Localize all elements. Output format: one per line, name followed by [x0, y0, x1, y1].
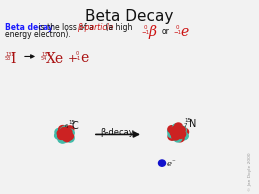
- Text: I: I: [10, 52, 15, 66]
- Circle shape: [170, 133, 178, 140]
- Text: −1: −1: [141, 29, 149, 35]
- Circle shape: [63, 134, 70, 141]
- Text: 0: 0: [144, 25, 147, 30]
- Text: C: C: [72, 121, 79, 131]
- Circle shape: [66, 134, 74, 141]
- Circle shape: [62, 135, 70, 142]
- Text: or: or: [162, 27, 170, 36]
- Text: −1: −1: [173, 29, 181, 35]
- Circle shape: [174, 135, 182, 142]
- Circle shape: [168, 131, 176, 138]
- Circle shape: [175, 125, 183, 133]
- Text: 131: 131: [5, 52, 15, 57]
- Text: +: +: [68, 54, 77, 64]
- Text: Beta Decay: Beta Decay: [85, 9, 174, 24]
- Circle shape: [66, 135, 74, 142]
- Circle shape: [159, 160, 166, 166]
- Circle shape: [66, 132, 74, 139]
- Circle shape: [55, 132, 63, 139]
- Circle shape: [180, 133, 188, 139]
- Circle shape: [62, 126, 69, 133]
- Circle shape: [176, 135, 184, 142]
- Circle shape: [174, 123, 182, 130]
- Text: 7: 7: [184, 123, 188, 128]
- Circle shape: [178, 128, 186, 135]
- Circle shape: [59, 126, 67, 133]
- Text: 0: 0: [76, 51, 79, 56]
- Circle shape: [179, 133, 187, 140]
- Text: 6: 6: [65, 124, 68, 129]
- Text: β-particle: β-particle: [77, 23, 113, 32]
- Circle shape: [59, 136, 67, 143]
- Text: 15: 15: [184, 118, 191, 123]
- Text: 15: 15: [68, 120, 75, 125]
- Text: © Jan Doyle 2000: © Jan Doyle 2000: [248, 152, 252, 191]
- Circle shape: [55, 128, 63, 136]
- Text: Beta decay: Beta decay: [5, 23, 53, 32]
- Circle shape: [170, 129, 178, 136]
- Text: e: e: [80, 51, 88, 65]
- Text: 0: 0: [176, 25, 179, 30]
- Text: ⁻: ⁻: [172, 159, 176, 165]
- Circle shape: [66, 133, 73, 140]
- Circle shape: [178, 131, 186, 138]
- Text: (a high: (a high: [103, 23, 132, 32]
- Circle shape: [55, 132, 63, 139]
- Text: 53: 53: [5, 56, 11, 61]
- Circle shape: [57, 130, 65, 137]
- Circle shape: [178, 126, 186, 133]
- Circle shape: [60, 127, 68, 135]
- Text: Xe: Xe: [46, 52, 64, 66]
- Circle shape: [66, 126, 74, 133]
- Circle shape: [168, 128, 176, 135]
- Text: β-decay: β-decay: [100, 128, 134, 137]
- Circle shape: [64, 129, 72, 136]
- Circle shape: [58, 132, 66, 139]
- Text: −1: −1: [74, 55, 81, 61]
- Circle shape: [172, 124, 181, 131]
- Text: is the loss of a: is the loss of a: [36, 23, 96, 32]
- Text: e: e: [180, 25, 188, 39]
- Circle shape: [172, 133, 180, 140]
- Circle shape: [168, 133, 176, 140]
- Text: 54: 54: [41, 56, 47, 61]
- Circle shape: [181, 128, 189, 135]
- Circle shape: [171, 126, 179, 133]
- Circle shape: [66, 129, 74, 136]
- Circle shape: [168, 126, 176, 133]
- Circle shape: [173, 125, 181, 132]
- Circle shape: [177, 126, 185, 133]
- Text: 131: 131: [41, 52, 50, 57]
- Text: β: β: [148, 25, 156, 39]
- Text: energy electron).: energy electron).: [5, 30, 71, 39]
- Text: e: e: [167, 160, 172, 168]
- Text: N: N: [189, 119, 196, 129]
- Circle shape: [58, 136, 66, 143]
- Circle shape: [176, 131, 184, 139]
- Circle shape: [60, 127, 68, 134]
